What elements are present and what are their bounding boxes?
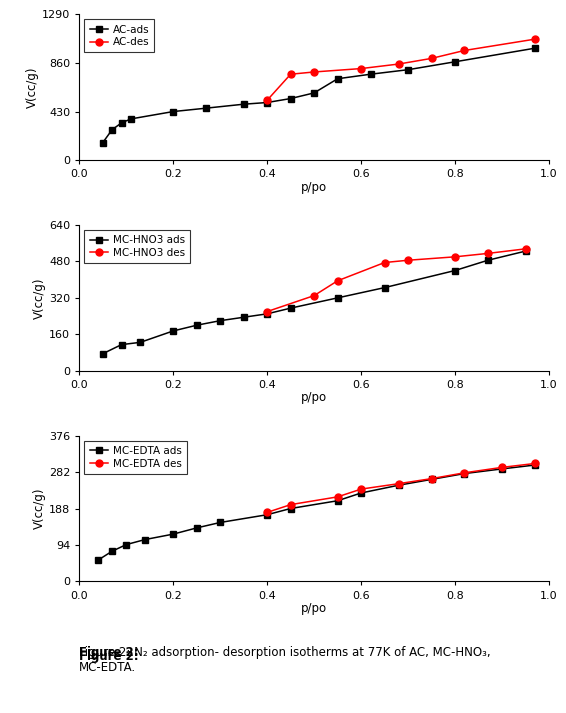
MC-EDTA des (334, 493, 341, 501)
MC-EDTA ads (170, 530, 177, 538)
MC-EDTA ads (95, 556, 101, 565)
Line: MC-HNO3 ads: MC-HNO3 ads (100, 248, 529, 357)
AC-ads (100, 138, 106, 147)
MC-HNO3 des (334, 277, 341, 285)
MC-HNO3 ads (170, 327, 177, 335)
MC-EDTA ads (264, 511, 271, 519)
AC-ads (531, 44, 538, 53)
AC-ads (240, 100, 247, 108)
MC-EDTA ads (358, 488, 365, 497)
AC-des (461, 46, 468, 55)
MC-EDTA des (358, 485, 365, 493)
MC-HNO3 ads (240, 313, 247, 322)
MC-EDTA ads (142, 535, 148, 544)
MC-EDTA ads (499, 465, 505, 473)
MC-HNO3 des (264, 307, 271, 316)
AC-ads (311, 88, 318, 97)
MC-HNO3 ads (484, 256, 491, 265)
Y-axis label: V(cc/g): V(cc/g) (26, 66, 39, 108)
Y-axis label: V(cc/g): V(cc/g) (33, 488, 46, 529)
Text: Figure 2: N₂ adsorption- desorption isotherms at 77K of AC, MC-HNO₃,
MC-EDTA.: Figure 2: N₂ adsorption- desorption isot… (79, 646, 491, 674)
AC-des (264, 96, 271, 105)
MC-EDTA ads (395, 481, 402, 490)
MC-EDTA ads (461, 469, 468, 478)
MC-EDTA ads (123, 540, 130, 549)
AC-ads (367, 70, 374, 78)
MC-EDTA ads (193, 523, 200, 532)
MC-EDTA des (428, 474, 435, 483)
AC-des (395, 60, 402, 68)
Y-axis label: V(cc/g): V(cc/g) (33, 277, 46, 319)
AC-ads (287, 94, 294, 103)
MC-HNO3 ads (334, 294, 341, 302)
MC-HNO3 des (405, 256, 411, 265)
MC-EDTA des (264, 508, 271, 517)
MC-HNO3 ads (193, 321, 200, 329)
AC-ads (109, 125, 115, 134)
MC-HNO3 ads (217, 317, 224, 325)
AC-ads (452, 58, 458, 66)
MC-HNO3 ads (522, 247, 529, 255)
MC-HNO3 ads (264, 309, 271, 318)
Legend: MC-HNO3 ads, MC-HNO3 des: MC-HNO3 ads, MC-HNO3 des (84, 230, 190, 263)
Legend: MC-EDTA ads, MC-EDTA des: MC-EDTA ads, MC-EDTA des (84, 441, 187, 473)
Line: AC-des: AC-des (264, 36, 538, 103)
MC-EDTA ads (531, 461, 538, 469)
AC-des (428, 54, 435, 63)
AC-ads (264, 98, 271, 107)
MC-HNO3 ads (381, 283, 388, 292)
Text: Figure 2:: Figure 2: (79, 646, 139, 659)
MC-EDTA ads (109, 547, 115, 555)
X-axis label: p/po: p/po (301, 602, 327, 615)
MC-EDTA des (531, 459, 538, 468)
MC-EDTA ads (217, 518, 224, 527)
AC-ads (203, 104, 209, 113)
MC-EDTA des (461, 468, 468, 477)
AC-ads (118, 118, 125, 127)
MC-HNO3 ads (452, 266, 458, 275)
MC-HNO3 des (484, 249, 491, 257)
MC-EDTA ads (334, 496, 341, 505)
AC-ads (127, 115, 134, 123)
AC-des (358, 64, 365, 73)
MC-EDTA ads (428, 475, 435, 483)
MC-EDTA des (287, 501, 294, 509)
Text: Figure 2:: Figure 2: (79, 650, 139, 662)
AC-des (531, 35, 538, 43)
MC-HNO3 ads (118, 340, 125, 349)
X-axis label: p/po: p/po (301, 180, 327, 194)
AC-des (287, 70, 294, 78)
MC-EDTA des (395, 479, 402, 488)
AC-ads (405, 66, 411, 74)
Line: MC-HNO3 des: MC-HNO3 des (264, 245, 529, 315)
Legend: AC-ads, AC-des: AC-ads, AC-des (84, 19, 155, 53)
AC-ads (334, 74, 341, 83)
MC-HNO3 ads (137, 338, 144, 347)
MC-EDTA des (499, 463, 505, 471)
X-axis label: p/po: p/po (301, 391, 327, 404)
AC-des (311, 68, 318, 76)
MC-HNO3 ads (100, 349, 106, 358)
Line: MC-EDTA des: MC-EDTA des (264, 460, 538, 516)
MC-HNO3 des (311, 292, 318, 300)
MC-HNO3 des (452, 252, 458, 261)
MC-HNO3 ads (287, 304, 294, 312)
MC-EDTA ads (287, 504, 294, 513)
MC-HNO3 des (522, 245, 529, 253)
AC-ads (170, 107, 177, 116)
MC-HNO3 des (381, 258, 388, 267)
Line: MC-EDTA ads: MC-EDTA ads (95, 462, 538, 563)
Line: AC-ads: AC-ads (100, 45, 538, 145)
